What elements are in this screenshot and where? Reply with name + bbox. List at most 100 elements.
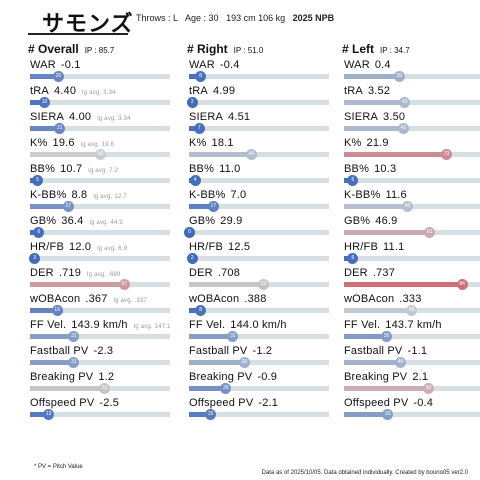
stat-label-line: BB% 10.3: [344, 163, 396, 175]
percentile-badge: 45: [402, 201, 413, 212]
stat-value: .388: [244, 293, 267, 305]
stat-value: 29.9: [220, 215, 243, 227]
stat-name: SIERA: [189, 111, 224, 123]
stat-label-line: GB% 36.4 lg avg. 44.9: [30, 215, 123, 227]
league-average: lg avg. 12.7: [93, 194, 127, 200]
stat-value: -0.9: [257, 371, 278, 383]
percentile-badge: 2: [186, 97, 198, 108]
percentile-track: [344, 386, 480, 391]
stat-row: BB% 10.7 lg avg. 7.2 5: [28, 163, 178, 189]
stat-value: .719: [58, 267, 82, 279]
percentile-track: [189, 178, 329, 183]
stat-label-line: wOBAcon .333: [344, 293, 422, 305]
stat-label-line: GB% 46.9: [344, 215, 398, 227]
percentile-badge: 40: [395, 357, 406, 368]
league-average: lg avg. 3.34: [82, 90, 116, 96]
stat-name: DER: [344, 267, 368, 279]
percentile-fill: [30, 204, 68, 209]
percentile-track: [344, 178, 480, 183]
stat-label-line: Fastball PV -2.3: [30, 345, 113, 357]
percentile-track: [30, 360, 170, 365]
stat-name: Breaking PV: [30, 371, 94, 383]
stat-row: DER .719 lg avg. .699 67: [28, 267, 178, 293]
stat-row: Fastball PV -1.1 40: [342, 345, 480, 371]
column-ip: IP : 51.0: [233, 46, 264, 55]
stat-value: 10.7: [60, 163, 83, 175]
percentile-fill: [189, 308, 201, 313]
stat-row: wOBAcon .388 8: [187, 293, 337, 319]
stat-label-line: BB% 10.7 lg avg. 7.2: [30, 163, 118, 175]
stat-row: tRA 3.52 43: [342, 85, 480, 111]
stat-row: Breaking PV 1.2 53: [28, 371, 178, 397]
percentile-badge: 26: [220, 383, 232, 394]
stat-label-line: HR/FB 12.0 lg avg. 6.9: [30, 241, 127, 253]
stat-value: .333: [399, 293, 422, 305]
percentile-track: [189, 126, 329, 131]
stat-name: HR/FB: [189, 241, 223, 253]
stat-label-line: wOBAcon .367 lg avg. .337: [30, 293, 147, 305]
stat-row: GB% 46.9 61: [342, 215, 480, 241]
percentile-fill: [30, 282, 124, 287]
percentile-badge: 39: [238, 357, 250, 368]
percentile-badge: 39: [393, 71, 405, 82]
player-name: サモンズ: [42, 11, 134, 36]
stat-label-line: Offspeed PV -2.1: [189, 397, 278, 409]
percentile-track: [344, 256, 480, 261]
percentile-track: [189, 74, 329, 79]
percentile-badge: 2: [186, 253, 198, 264]
stat-row: K% 19.6 lg avg. 19.6 50: [28, 137, 178, 163]
title-underline: [28, 33, 128, 35]
league-average: lg avg. 6.9: [97, 246, 128, 252]
player-info: Throws : L Age : 30 193 cm 106 kg 2025 N…: [136, 13, 334, 23]
percentile-track: [30, 204, 170, 209]
stat-value: -1.1: [407, 345, 428, 357]
percentile-fill: [30, 334, 74, 339]
percentile-track: [344, 282, 480, 287]
percentile-fill: [189, 360, 244, 365]
header: サモンズ Throws : L Age : 30 193 cm 106 kg 2…: [0, 0, 480, 38]
stat-value: 3.52: [367, 85, 391, 97]
stat-label-line: K% 18.1: [189, 137, 234, 149]
stat-row: GB% 29.9 0: [184, 215, 337, 241]
stat-name: HR/FB: [30, 241, 64, 253]
percentile-fill: [30, 152, 100, 157]
stat-row: Breaking PV -0.9 26: [187, 371, 337, 397]
percentile-fill: [344, 412, 388, 417]
stat-value: -0.1: [60, 59, 81, 71]
stat-name: FF Vel.: [30, 319, 67, 331]
stat-name: K-BB%: [344, 189, 381, 201]
stat-row: Offspeed PV -0.4 31: [342, 397, 480, 423]
stat-label-line: K% 19.6 lg avg. 19.6: [30, 137, 114, 149]
percentile-track: [30, 308, 170, 313]
stat-row: SIERA 4.00 lg avg. 3.34 21: [28, 111, 178, 137]
percentile-badge: 84: [456, 279, 468, 290]
column-header: # Left IP : 34.7: [342, 40, 410, 58]
stat-label-line: WAR 0.4: [344, 59, 391, 71]
stat-row: K% 21.9 73: [342, 137, 480, 163]
stat-row: DER .708 53: [187, 267, 337, 293]
percentile-fill: [30, 412, 49, 417]
stat-value: .737: [372, 267, 396, 279]
percentile-fill: [189, 74, 201, 79]
percentile-badge: 53: [99, 383, 111, 394]
stat-value: -0.4: [219, 59, 240, 71]
percentile-fill: [344, 204, 407, 209]
stat-label-line: FF Vel. 144.0 km/h: [189, 319, 287, 331]
stat-name: wOBAcon: [344, 293, 395, 305]
percentile-badge: 48: [406, 305, 418, 316]
percentile-fill: [30, 308, 57, 313]
stat-label-line: Fastball PV -1.2: [189, 345, 272, 357]
stat-label-line: FF Vel. 143.7 km/h: [344, 319, 442, 331]
percentile-fill: [344, 282, 462, 287]
percentile-fill: [344, 230, 430, 235]
stat-row: K% 18.1 44: [187, 137, 337, 163]
stat-label-line: K% 21.9: [344, 137, 389, 149]
stat-name: Fastball PV: [30, 345, 89, 357]
percentile-track: [189, 334, 329, 339]
percentile-fill: [344, 386, 428, 391]
percentile-fill: [189, 204, 213, 209]
percentile-badge: 30: [381, 331, 392, 342]
stat-label-line: tRA 3.52: [344, 85, 390, 97]
stat-row: WAR 0.4 39: [342, 59, 480, 85]
stat-value: 143.9 km/h: [71, 319, 128, 331]
